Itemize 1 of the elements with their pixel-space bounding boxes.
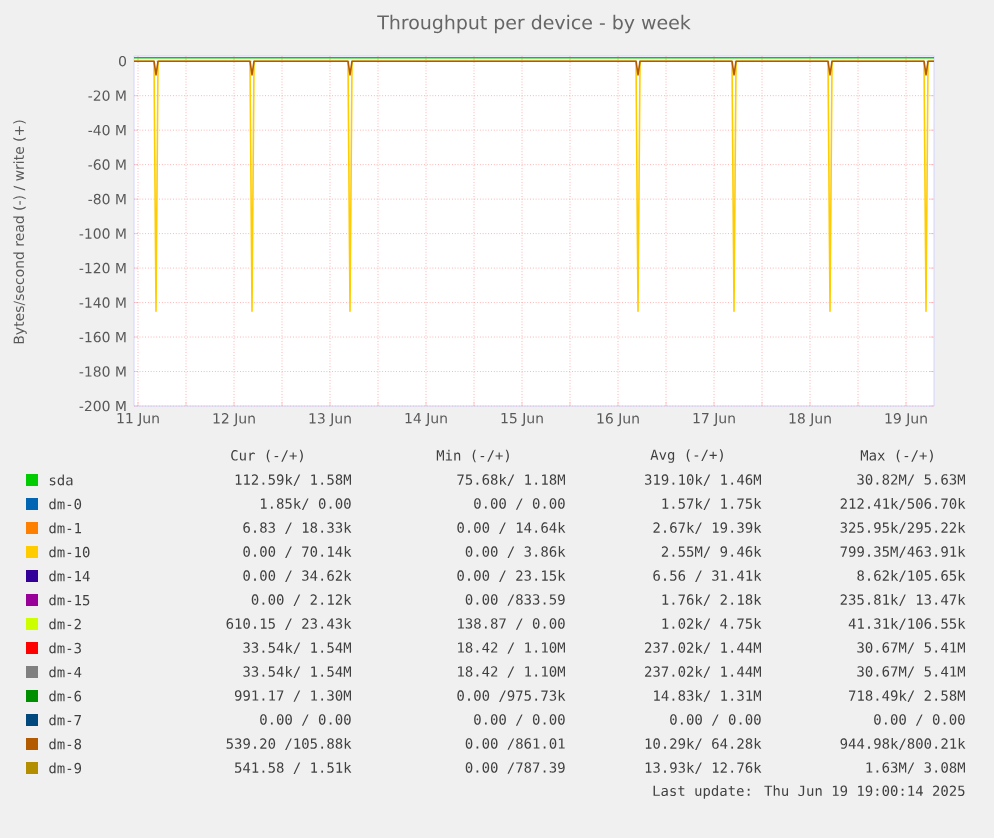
chart-title: Throughput per device - by week (377, 14, 691, 34)
